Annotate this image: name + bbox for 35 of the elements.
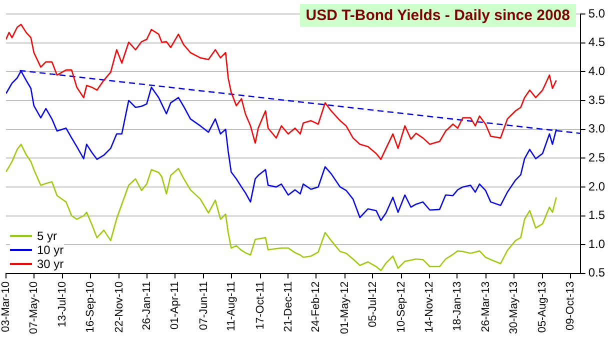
x-tick-label: 13-Jul-10	[56, 281, 69, 328]
x-tick-label: 16-Sep-10	[84, 281, 97, 333]
x-tick-label: 01-May-12	[338, 281, 351, 334]
legend-label: 10 yr	[37, 243, 64, 258]
x-tick-label: 05-Aug-13	[536, 281, 549, 333]
x-tick-label: 03-Mar-10	[0, 281, 12, 332]
x-tick-label: 30-May-13	[508, 281, 520, 334]
y-tick-label: 1.0	[588, 236, 606, 251]
y-tick-label: 4.0	[588, 64, 606, 78]
chart-title: USD T-Bond Yields - Daily since 2008	[300, 4, 576, 27]
y-tick-label: 5.0	[588, 6, 606, 20]
y-tick-label: 4.5	[588, 35, 606, 50]
x-tick-label: 11-Aug-11	[226, 281, 238, 332]
x-tick-label: 24-Feb-12	[310, 281, 322, 332]
legend-label: 5 yr	[37, 229, 58, 244]
x-tick-label: 26-Mar-13	[480, 281, 492, 332]
x-tick-label: 05-Jul-12	[366, 281, 379, 328]
x-tick-label: 21-Dec-11	[282, 281, 294, 332]
y-tick-label: 2.5	[588, 150, 606, 164]
legend-label: 30 yr	[37, 257, 64, 272]
x-tick-label: 22-Nov-10	[113, 281, 126, 333]
x-tick-label: 18-Jan-13	[451, 281, 464, 331]
x-tick-label: 14-Nov-12	[423, 281, 436, 333]
x-tick-label: 17-Oct-11	[254, 281, 266, 330]
y-tick-label: 3.0	[588, 122, 606, 136]
y-tick-label: 2.0	[588, 179, 606, 194]
y-tick-label: 0.5	[588, 266, 606, 280]
x-tick-label: 10-Sep-12	[395, 281, 408, 333]
x-tick-label: 09-Oct-13	[564, 281, 576, 330]
y-tick-label: 3.5	[588, 92, 606, 107]
y-tick-label: 1.5	[588, 208, 606, 222]
x-tick-label: 01-Apr-11	[169, 281, 182, 330]
x-tick-label: 07-Jun-11	[198, 281, 210, 330]
x-tick-label: 07-May-10	[28, 281, 40, 334]
x-tick-label: 26-Jan-11	[141, 281, 154, 330]
